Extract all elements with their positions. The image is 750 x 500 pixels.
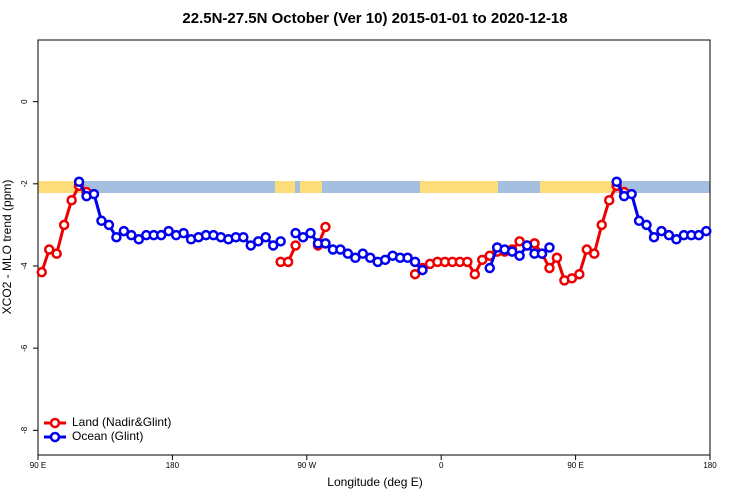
y-axis-label: XCO2 - MLO trend (ppm) [0,180,14,315]
point [648,231,660,243]
point [238,231,249,243]
point [581,244,593,255]
x-tick-label: 90 E [30,461,46,470]
map-strip [38,181,710,193]
legend-label: Land (Nadir&Glint) [72,415,171,429]
point [305,227,316,239]
point [633,215,645,227]
point [126,229,137,241]
x-tick-label: 180 [703,461,717,470]
y-tick-label: -4 [20,262,29,270]
legend-marker [49,431,61,443]
point [96,215,107,227]
point [297,231,309,243]
point [290,240,301,251]
point [73,176,85,188]
y-tick-label: -6 [20,344,29,352]
point [536,248,548,259]
point [357,248,369,259]
point [36,266,47,278]
point [409,268,421,280]
point [514,250,525,261]
point [641,219,652,231]
point [118,225,130,237]
point [462,256,473,268]
point [551,252,563,264]
point [178,227,189,239]
point [566,273,578,284]
chart-title: 22.5N-27.5N October (Ver 10) 2015-01-01 … [182,10,567,27]
point [656,225,667,237]
point [51,248,62,259]
y-tick-label: 0 [20,99,29,104]
point [133,234,145,245]
point [626,188,637,200]
point [693,229,705,241]
point [596,219,607,231]
point [66,194,77,206]
point [58,219,70,231]
point [282,256,294,268]
x-tick-label: 90 W [297,461,316,470]
point [275,236,286,247]
legend-marker [49,417,61,429]
point [477,254,488,266]
point [260,231,271,243]
point [469,268,481,280]
point [506,246,518,257]
point [350,252,361,264]
y-tick-label: -2 [20,180,29,188]
point [111,231,122,243]
point [402,252,413,264]
point [417,264,428,276]
point [245,240,257,251]
point [701,225,712,237]
point [43,244,55,255]
point [671,234,682,245]
point [484,262,495,274]
point [544,242,555,253]
point [103,219,115,231]
point [267,240,279,251]
point [589,248,600,259]
point [521,240,533,251]
point [574,268,585,280]
point [611,176,622,188]
point [663,229,675,241]
point [603,194,615,206]
point [409,256,421,268]
point [335,244,346,255]
x-tick-label: 0 [439,461,444,470]
point [342,248,354,259]
point [320,221,331,233]
x-axis-label: Longitude (deg E) [327,475,422,489]
point [365,252,376,264]
point [514,236,525,247]
point [379,254,391,266]
point [155,229,167,241]
legend-label: Ocean (Glint) [72,429,143,443]
point [320,238,331,249]
y-tick-label: -8 [20,426,29,434]
x-tick-label: 180 [166,461,180,470]
point [88,188,100,200]
x-tick-label: 90 E [567,461,583,470]
point [163,225,174,237]
point [290,227,301,239]
point [253,236,264,247]
plot-frame [37,39,711,456]
point [544,262,555,274]
